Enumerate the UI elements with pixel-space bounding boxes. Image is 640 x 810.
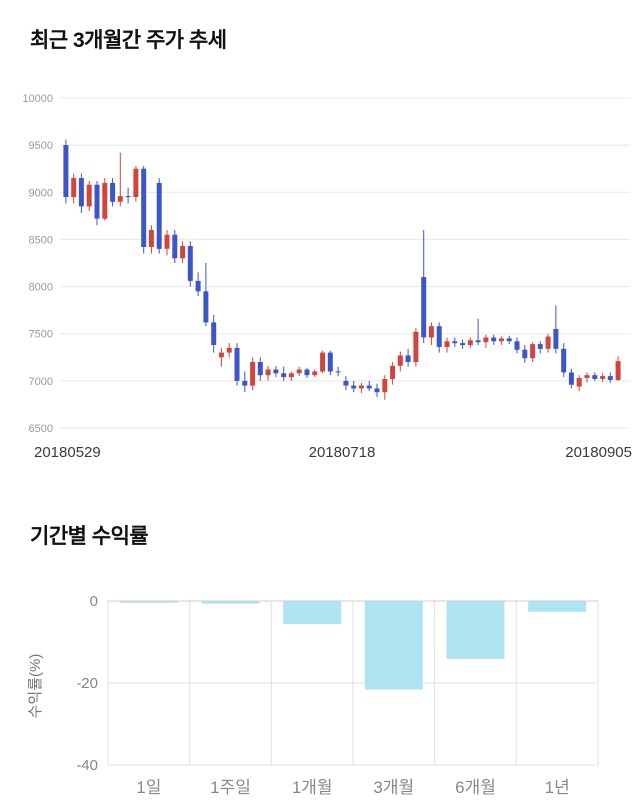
- price-trend-title: 최근 3개월간 주가 추세: [30, 29, 227, 52]
- svg-text:20180718: 20180718: [309, 444, 376, 461]
- svg-text:7500: 7500: [29, 329, 53, 341]
- svg-text:1개월: 1개월: [292, 778, 333, 797]
- svg-text:0: 0: [90, 593, 98, 610]
- svg-text:6개월: 6개월: [455, 778, 496, 797]
- svg-text:수익률(%): 수익률(%): [27, 654, 44, 719]
- svg-text:20180529: 20180529: [34, 444, 101, 461]
- period-returns-title: 기간별 수익률: [30, 525, 149, 548]
- svg-text:1일: 1일: [136, 778, 161, 797]
- svg-text:7000: 7000: [29, 376, 53, 388]
- svg-text:8000: 8000: [29, 282, 53, 294]
- svg-text:8500: 8500: [29, 234, 53, 246]
- svg-text:3개월: 3개월: [373, 778, 414, 797]
- svg-text:10000: 10000: [22, 93, 53, 105]
- candlestick-chart: 10000 9500 9000 8500 8000 7500 7000 6500 2018052…: [22, 93, 632, 461]
- svg-text:9500: 9500: [29, 140, 53, 152]
- svg-text:9000: 9000: [29, 187, 53, 199]
- svg-text:20180905: 20180905: [565, 444, 632, 461]
- svg-text:6500: 6500: [29, 423, 53, 435]
- svg-text:1년: 1년: [545, 778, 570, 797]
- svg-text:1주일: 1주일: [210, 778, 251, 797]
- svg-text:-40: -40: [76, 757, 98, 774]
- svg-text:-20: -20: [76, 675, 98, 692]
- returns-bar-chart: 0 -20 -40 1일 1주일 1개월 3개월 6개월 1년 수익률(%): [27, 593, 599, 797]
